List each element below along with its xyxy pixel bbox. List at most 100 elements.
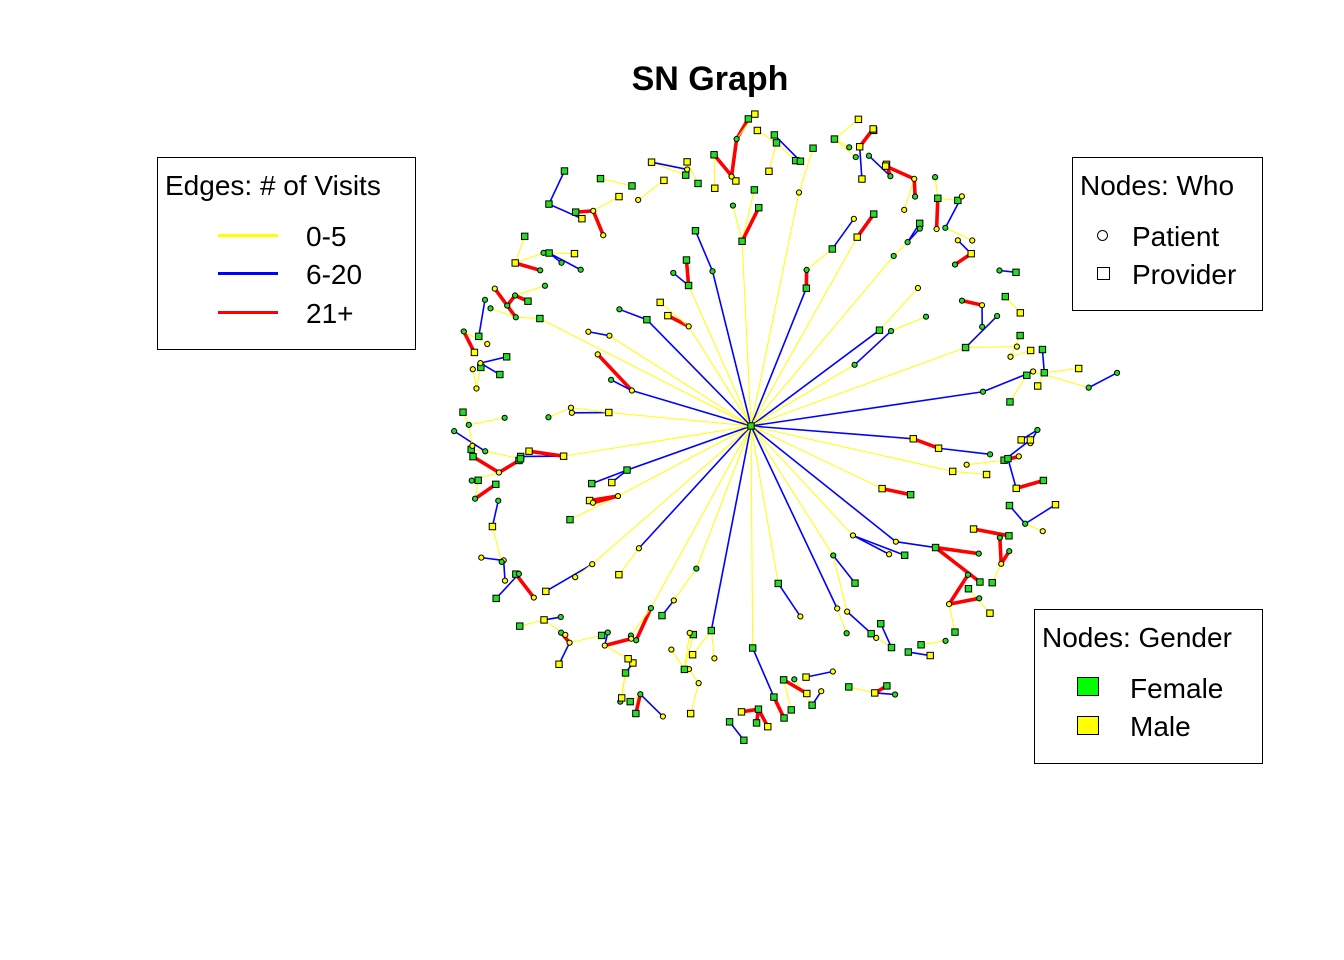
patient-node [728, 173, 735, 180]
patient-node [501, 414, 508, 421]
provider-node [664, 311, 672, 320]
patient-node [1006, 548, 1013, 555]
graph-edge [514, 236, 526, 264]
graph-edge [920, 640, 946, 646]
graph-edge [1024, 523, 1043, 532]
graph-edge [528, 449, 564, 458]
patient-node [942, 637, 949, 644]
graph-edge [514, 285, 546, 296]
graph-edge [692, 630, 712, 655]
provider-node [1023, 371, 1031, 379]
provider-node [926, 651, 934, 660]
patient-node [601, 642, 608, 649]
provider-node [744, 115, 753, 123]
graph-edge [834, 118, 859, 140]
patient-node [791, 676, 798, 683]
patient-node [482, 448, 489, 455]
graph-edge [688, 326, 752, 427]
provider-node [855, 143, 864, 151]
patient-node [637, 691, 644, 698]
provider-node [934, 444, 943, 452]
patient-node [515, 570, 522, 577]
graph-edge [491, 526, 503, 563]
provider-node [1005, 532, 1013, 540]
provider-node [1016, 309, 1025, 317]
provider-node [969, 525, 978, 533]
graph-edge [548, 252, 582, 271]
patient-node [916, 225, 923, 232]
patient-node [901, 206, 908, 213]
provider-node [656, 298, 664, 307]
provider-node [948, 467, 957, 476]
graph-edge [545, 563, 593, 593]
graph-edge [609, 335, 752, 427]
provider-node [618, 694, 626, 702]
provider-node [740, 736, 748, 744]
patient-node [978, 302, 986, 309]
graph-edge [741, 241, 752, 427]
graph-edge [890, 316, 927, 332]
provider-node [853, 233, 861, 241]
provider-node [875, 326, 884, 334]
graph-edge [1041, 349, 1046, 373]
patient-node [608, 376, 615, 383]
patient-node [890, 252, 897, 260]
provider-node [588, 479, 596, 488]
patient-node [670, 597, 677, 604]
provider-node [474, 476, 482, 484]
provider-node [867, 629, 875, 638]
provider-node [680, 665, 689, 674]
provider-node [934, 194, 942, 202]
provider-node [1039, 476, 1048, 485]
graph-edge [549, 252, 575, 255]
patient-node [964, 571, 972, 578]
graph-edge [548, 407, 572, 418]
legend-edge-label-mid: 6-20 [306, 259, 363, 290]
patient-node [495, 497, 502, 504]
legend-edges-title: Edges: # of Visits [165, 170, 381, 201]
patient-node [914, 284, 922, 292]
legend-edge-label-high: 21+ [306, 298, 354, 329]
provider-node [906, 490, 915, 499]
patient-node [471, 495, 479, 502]
patient-node [996, 534, 1003, 541]
graph-edge [480, 356, 507, 364]
graph-edge [592, 494, 619, 505]
provider-node [779, 676, 788, 684]
graph-edge [729, 138, 739, 177]
graph-edge [639, 693, 664, 718]
provider-node [628, 182, 636, 190]
graph-edge [881, 486, 912, 497]
graph-edge [934, 198, 940, 230]
provider-node [770, 131, 779, 139]
graph-edge [750, 425, 953, 472]
provider-node [621, 669, 630, 677]
graph-edge [713, 154, 716, 189]
graph-edge [948, 604, 956, 633]
patient-node [545, 414, 552, 421]
patient-node [945, 601, 953, 608]
provider-node [755, 204, 763, 212]
patient-node [951, 261, 959, 268]
patient-node [577, 266, 584, 273]
patient-node [904, 239, 911, 246]
patient-node [557, 613, 564, 621]
graph-edge [683, 632, 691, 670]
provider-node [516, 622, 524, 630]
graph-edge [638, 425, 752, 549]
graph-edge [879, 287, 919, 331]
provider-node [707, 626, 716, 635]
patient-node [979, 323, 986, 330]
patient-node [851, 361, 858, 368]
patient-node [616, 306, 623, 313]
graph-edge [952, 470, 987, 476]
graph-edge [1007, 458, 1017, 489]
provider-node [909, 435, 917, 443]
provider-node [502, 353, 511, 361]
provider-node [536, 314, 544, 323]
provider-node [802, 284, 811, 292]
patient-node [1013, 343, 1021, 350]
patient-node [628, 387, 635, 394]
provider-node [887, 643, 896, 652]
graph-edge [964, 315, 998, 349]
